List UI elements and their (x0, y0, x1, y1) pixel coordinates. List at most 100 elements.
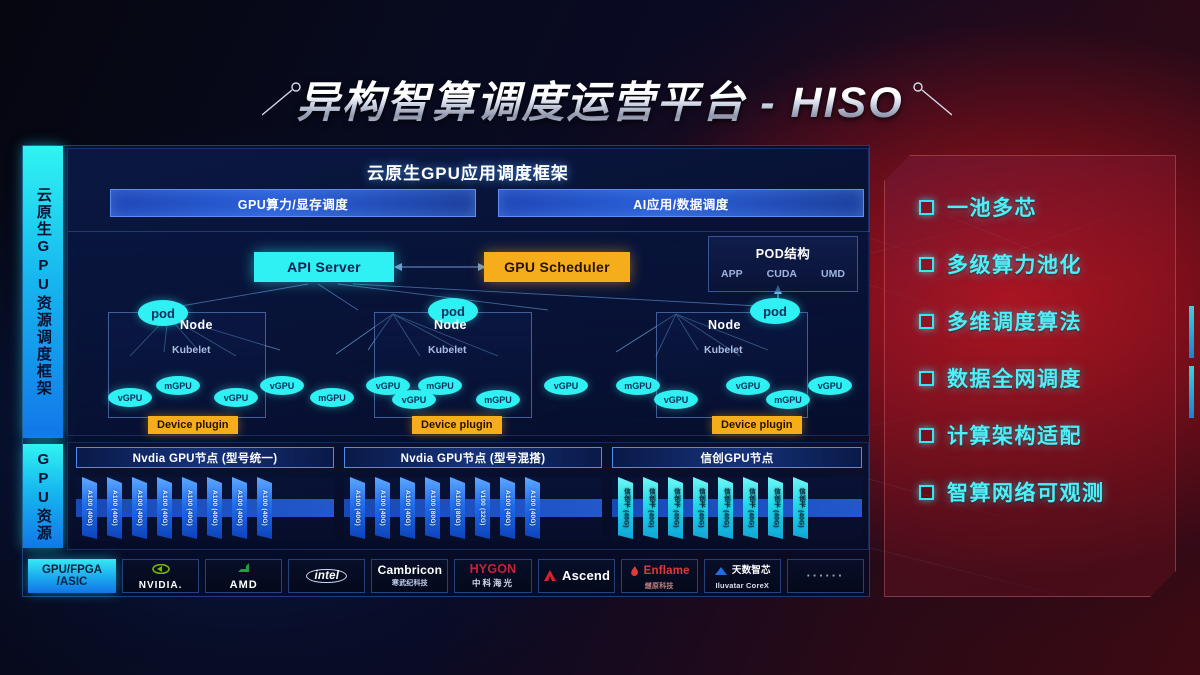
gpu-card[interactable]: A100 (40G) (257, 477, 272, 539)
gpu-card[interactable]: 信创卡 (40G) (668, 477, 683, 539)
gpu-card[interactable]: A100 (40G) (375, 477, 390, 539)
gpu-card-label: A100 (80G) (454, 490, 461, 526)
title-bar: 异构智算调度运营平台 - HISO (0, 68, 1200, 130)
gpu-card[interactable]: A100 (40G) (82, 477, 97, 539)
gpu-card[interactable]: A100 (40G) (182, 477, 197, 539)
mgpu-1-2[interactable]: mGPU (156, 376, 200, 395)
vendor-tile[interactable]: 天数智芯 Iluvatar CoreX (703, 559, 781, 593)
gpu-card[interactable]: A100 (40G) (500, 477, 515, 539)
mgpu-2-2[interactable]: mGPU (418, 376, 462, 395)
feature-item[interactable]: 智算网络可观测 (919, 477, 1155, 507)
gpu-card[interactable]: 信创卡 (40G) (718, 477, 733, 539)
vgpu-2-5[interactable]: vGPU (544, 376, 588, 395)
mgpu-2-4[interactable]: mGPU (476, 390, 520, 409)
gpu-card[interactable]: 信创卡 (40G) (618, 477, 633, 539)
feature-item[interactable]: 一池多芯 (919, 192, 1155, 222)
vendor-tile[interactable]: Cambricon 寒武纪科技 (371, 559, 449, 593)
vgpu-3-2[interactable]: vGPU (654, 390, 698, 409)
gpu-card[interactable]: 信创卡 (40G) (768, 477, 783, 539)
gpu-card[interactable]: V100 (32G) (475, 477, 490, 539)
gpu-card[interactable]: A100 (80G) (425, 477, 440, 539)
api-server-box[interactable]: API Server (254, 252, 394, 282)
gpu-group-2: Nvdia GPU节点 (型号混搭) A100 (40G) A100 (40G) A… (344, 447, 602, 547)
gpu-card[interactable]: A100 (40G) (525, 477, 540, 539)
vgpu-2-3[interactable]: vGPU (392, 390, 436, 409)
vendor-tile[interactable]: ······ (786, 559, 864, 593)
feature-item[interactable]: 多维调度算法 (919, 306, 1155, 336)
gpu-card[interactable]: A100 (40G) (350, 477, 365, 539)
vendor-tile[interactable]: Ascend (537, 559, 615, 593)
vendor-tile[interactable]: NVIDIA. (122, 559, 200, 593)
vgpu-1-1[interactable]: vGPU (108, 388, 152, 407)
vendor-subtitle: 燧原科技 (644, 582, 674, 590)
checkbox-icon (919, 485, 934, 500)
gpu-card[interactable]: 信创卡 (40G) (643, 477, 658, 539)
gpu-card[interactable]: A100 (40G) (400, 477, 415, 539)
gpu-group-2-shelf: A100 (40G) A100 (40G) A100 (40G) A100 (80G)… (344, 477, 602, 541)
kubelet-label-1: Kubelet (172, 344, 211, 356)
gpu-card[interactable]: A100 (40G) (107, 477, 122, 539)
gpu-group-1-shelf: A100 (40G) A100 (40G) A100 (40G) A100 (40G)… (76, 477, 334, 541)
vgpu-3-3[interactable]: vGPU (726, 376, 770, 395)
framework-pill-ai[interactable]: AI应用/数据调度 (498, 189, 864, 217)
vendor-tile[interactable]: HYGON 中科海光 (454, 559, 532, 593)
gpu-card[interactable]: 信创卡 (40G) (743, 477, 758, 539)
pod-node-1[interactable]: pod (138, 300, 188, 326)
vendor-name: NVIDIA. (138, 580, 183, 591)
gpu-card-label: A100 (80G) (429, 490, 436, 526)
feature-item[interactable]: 数据全网调度 (919, 363, 1155, 393)
vendor-logo-row: Ascend (542, 567, 610, 586)
vendor-name: 天数智芯 (731, 565, 771, 577)
vendor-name: intel (306, 568, 348, 584)
gpu-card[interactable]: A100 (40G) (157, 477, 172, 539)
vgpu-1-3[interactable]: vGPU (214, 388, 258, 407)
device-plugin-2[interactable]: Device plugin (412, 416, 502, 434)
gpu-card[interactable]: A100 (40G) (232, 477, 247, 539)
device-plugin-3[interactable]: Device plugin (712, 416, 802, 434)
mgpu-3-4[interactable]: mGPU (766, 390, 810, 409)
gpu-scheduler-box[interactable]: GPU Scheduler (484, 252, 630, 282)
feature-item[interactable]: 计算架构适配 (919, 420, 1155, 450)
accent-bar-top (1189, 306, 1194, 358)
node-group-2: pod Node Kubelet vGPU mGPU vGPU mGPU vGP… (336, 296, 608, 434)
gpu-card[interactable]: A100 (80G) (450, 477, 465, 539)
gpu-card-label: 信创卡 (40G) (772, 488, 780, 528)
checkbox-icon (919, 200, 934, 215)
feature-item[interactable]: 多级算力池化 (919, 249, 1155, 279)
title-right-decoration (913, 82, 952, 116)
vendor-logo-row: Enflame (629, 562, 690, 581)
vendor-tile[interactable]: intel (288, 559, 366, 593)
framework-pill-compute[interactable]: GPU算力/显存调度 (110, 189, 476, 217)
gpu-card[interactable]: 信创卡 (40G) (693, 477, 708, 539)
mgpu-3-1[interactable]: mGPU (616, 376, 660, 395)
gpu-card-label: A100 (40G) (211, 490, 218, 526)
amd-logo-icon (237, 560, 251, 578)
gpu-card[interactable]: A100 (40G) (132, 477, 147, 539)
ascend-logo-icon (542, 567, 558, 585)
gpu-card[interactable]: 信创卡 (40G) (793, 477, 808, 539)
feature-label: 多维调度算法 (947, 311, 1082, 334)
gpu-card-label: 信创卡 (40G) (697, 488, 705, 528)
mgpu-1-5[interactable]: mGPU (310, 388, 354, 407)
gpu-group-3: 信创GPU节点 信创卡 (40G) 信创卡 (40G) 信创卡 (40G) 信创卡 (… (612, 447, 862, 547)
vendor-tile[interactable]: Enflame 燧原科技 (620, 559, 698, 593)
gpu-card[interactable]: A100 (40G) (207, 477, 222, 539)
iluvatar-logo-icon (714, 562, 728, 580)
pod-structure-box: POD结构 APP CUDA UMD (708, 236, 858, 292)
pod-node-3[interactable]: pod (750, 298, 800, 324)
vgpu-1-4[interactable]: vGPU (260, 376, 304, 395)
vendor-tile[interactable]: AMD (205, 559, 283, 593)
framework-title: 云原生GPU应用调度框架 (367, 164, 569, 183)
node-title-1: Node (180, 318, 213, 332)
vgpu-2-1[interactable]: vGPU (366, 376, 410, 395)
device-plugin-1[interactable]: Device plugin (148, 416, 238, 434)
pod-node-2[interactable]: pod (428, 298, 478, 324)
gpu-card-label: A100 (40G) (354, 490, 361, 526)
checkbox-icon (919, 314, 934, 329)
pod-item-cuda: CUDA (766, 268, 797, 280)
gpu-card-label: A100 (40G) (379, 490, 386, 526)
vgpu-3-5[interactable]: vGPU (808, 376, 852, 395)
vendor-logo-row: 天数智芯 (714, 562, 771, 581)
rail-top-label: 云原生GPU资源调度框架 (34, 187, 52, 397)
